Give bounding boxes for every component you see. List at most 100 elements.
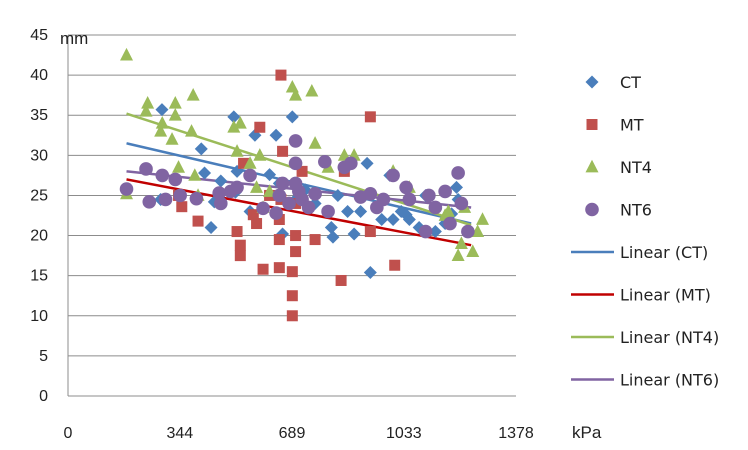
data-point-nt4 — [466, 244, 480, 257]
data-point-nt4 — [305, 83, 319, 97]
data-point-nt6 — [454, 196, 469, 211]
data-point-nt6 — [376, 192, 391, 207]
x-tick-label: 344 — [166, 425, 193, 442]
data-point-mt — [234, 239, 246, 251]
data-point-nt6 — [272, 188, 287, 203]
data-point-mt — [364, 226, 376, 238]
data-point-mt — [309, 234, 321, 246]
data-point-mt — [251, 218, 263, 230]
data-point-nt6 — [256, 201, 270, 216]
data-point-nt4 — [141, 95, 155, 109]
data-point-ct — [155, 103, 169, 117]
data-point-nt6 — [438, 184, 452, 199]
data-point-mt — [296, 165, 308, 177]
data-point-nt4 — [289, 87, 303, 101]
data-point-nt6 — [308, 187, 322, 201]
data-point-nt6 — [158, 192, 173, 207]
data-point-nt6 — [428, 200, 443, 215]
data-point-ct — [450, 180, 464, 194]
data-point-nt6 — [399, 180, 413, 195]
legend-swatch-mt — [586, 119, 598, 130]
data-point-nt4 — [451, 248, 465, 262]
data-point-nt6 — [443, 216, 457, 231]
data-point-nt4 — [165, 132, 179, 145]
x-tick-label: 689 — [279, 425, 306, 442]
data-point-nt4 — [243, 156, 257, 169]
data-point-nt4 — [253, 148, 267, 161]
legend: CT MT NT4 NT6 Linear (CT) Linear (MT) Linear (… — [571, 73, 719, 390]
data-point-ct — [428, 225, 442, 239]
x-tick-label: 0 — [64, 425, 73, 442]
data-point-nt6 — [173, 188, 187, 203]
data-point-nt6 — [461, 224, 475, 239]
data-point-nt4 — [168, 108, 182, 121]
data-point-mt — [231, 226, 243, 238]
data-point-nt6 — [288, 156, 303, 171]
data-point-mt — [290, 246, 302, 258]
data-point-mt — [275, 69, 287, 81]
data-point-mt — [238, 157, 250, 169]
data-point-nt4 — [185, 124, 199, 137]
axes: 0 5 10 15 20 25 30 35 40 45 0 344 689 1033 1378 mm kPa — [30, 27, 602, 442]
y-tick-label: 25 — [30, 187, 48, 204]
data-point-mt — [176, 201, 188, 213]
data-point-nt4 — [139, 104, 153, 117]
data-point-nt4 — [233, 116, 247, 129]
data-point-nt6 — [269, 206, 283, 220]
data-point-nt6 — [214, 196, 228, 211]
data-point-ct — [198, 166, 212, 180]
data-point-ct — [204, 221, 218, 235]
data-point-mt — [364, 111, 376, 123]
data-point-ct — [194, 142, 208, 156]
data-point-ct — [326, 230, 340, 244]
data-point-nt4 — [188, 168, 202, 181]
data-point-nt4 — [471, 224, 485, 237]
data-point-nt4 — [186, 87, 200, 101]
data-point-nt6 — [282, 196, 296, 211]
data-point-nt4 — [154, 124, 168, 137]
data-point-mt — [389, 259, 401, 271]
data-point-nt4 — [155, 116, 169, 129]
data-point-mt — [290, 230, 302, 242]
data-point-mt — [286, 266, 298, 278]
data-point-ct — [285, 110, 299, 124]
legend-label-nt6: NT6 — [620, 201, 652, 220]
data-point-nt6 — [142, 195, 157, 209]
data-point-ct — [347, 227, 361, 241]
data-point-nt6 — [301, 200, 316, 215]
legend-label-mt: MT — [620, 116, 644, 135]
data-point-ct — [402, 213, 416, 227]
data-points — [119, 47, 490, 322]
data-point-nt6 — [288, 134, 303, 148]
legend-swatch-nt4 — [585, 159, 599, 173]
data-point-mt — [273, 214, 285, 226]
y-tick-label: 15 — [30, 268, 48, 285]
data-point-ct — [227, 110, 241, 124]
y-tick-label: 40 — [30, 67, 48, 84]
x-tick-label: 1033 — [386, 425, 422, 442]
data-point-nt6 — [363, 187, 378, 201]
data-point-nt4 — [120, 47, 134, 61]
data-point-nt6 — [318, 154, 332, 169]
data-point-nt6 — [168, 172, 183, 187]
data-point-ct — [354, 204, 368, 218]
data-point-nt6 — [243, 168, 257, 183]
data-point-nt6 — [212, 186, 226, 200]
legend-label-ct: CT — [620, 73, 641, 92]
legend-label-linear-ct: Linear (CT) — [620, 243, 708, 262]
data-point-ct — [214, 174, 228, 188]
legend-label-linear-mt: Linear (MT) — [620, 286, 711, 305]
data-point-nt4 — [476, 212, 490, 225]
legend-swatch-nt6 — [585, 202, 599, 217]
data-point-mt — [192, 215, 204, 227]
data-point-nt6 — [422, 188, 436, 203]
y-tick-label: 45 — [30, 27, 48, 44]
data-point-ct — [363, 265, 377, 279]
data-point-mt — [234, 250, 246, 262]
y-tick-label: 30 — [30, 147, 48, 164]
data-point-ct — [331, 188, 345, 202]
legend-label-linear-nt6: Linear (NT6) — [620, 371, 719, 390]
data-point-nt6 — [230, 180, 244, 195]
